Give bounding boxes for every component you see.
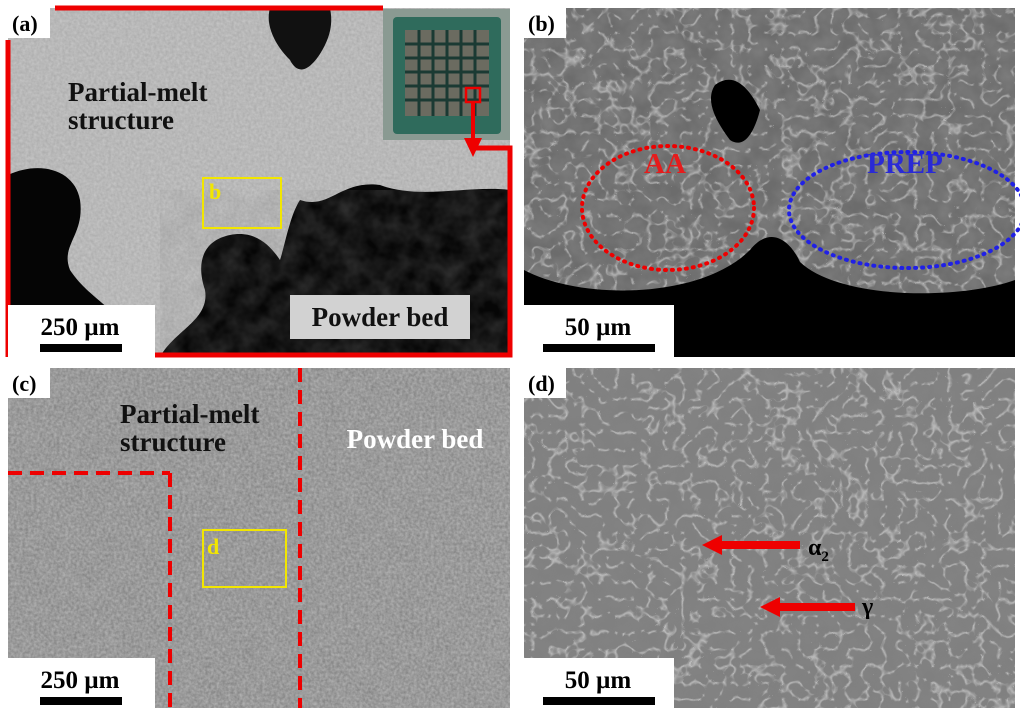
region-label: Powder bed	[347, 424, 484, 454]
phase-label: γ	[861, 594, 873, 620]
phase-subscript: 2	[821, 549, 829, 565]
zone-label: PREP	[867, 148, 943, 180]
scale-label: 250 µm	[41, 667, 120, 694]
phase-symbol: α	[808, 535, 822, 561]
texture	[524, 368, 1015, 708]
scale-bar	[40, 344, 122, 352]
panel-label: (c)	[12, 371, 36, 396]
region-label: Powder bed	[312, 302, 449, 332]
zoom-box-label: b	[209, 179, 221, 204]
panel-label: (a)	[12, 11, 38, 36]
scale-label: 50 µm	[565, 314, 632, 341]
zone-label: AA	[644, 148, 686, 180]
figure: b Partial-meltstructure Powder bed (a) 2…	[0, 0, 1020, 713]
zoom-box-label: d	[207, 534, 219, 559]
scale-bar	[40, 697, 122, 705]
region-label-line: Partial-melt	[68, 77, 207, 107]
scale-bar	[543, 697, 655, 705]
region-label-line: structure	[120, 427, 226, 457]
scale-label: 250 µm	[41, 314, 120, 341]
panel-label: (d)	[528, 371, 555, 396]
panel-label: (b)	[528, 11, 555, 36]
panel-b	[524, 8, 1015, 357]
scale-label: 50 µm	[565, 667, 632, 694]
scale-bar	[543, 344, 655, 352]
panel-d	[524, 368, 1015, 708]
region-label-line: Partial-melt	[120, 399, 259, 429]
region-label-line: structure	[68, 105, 174, 135]
